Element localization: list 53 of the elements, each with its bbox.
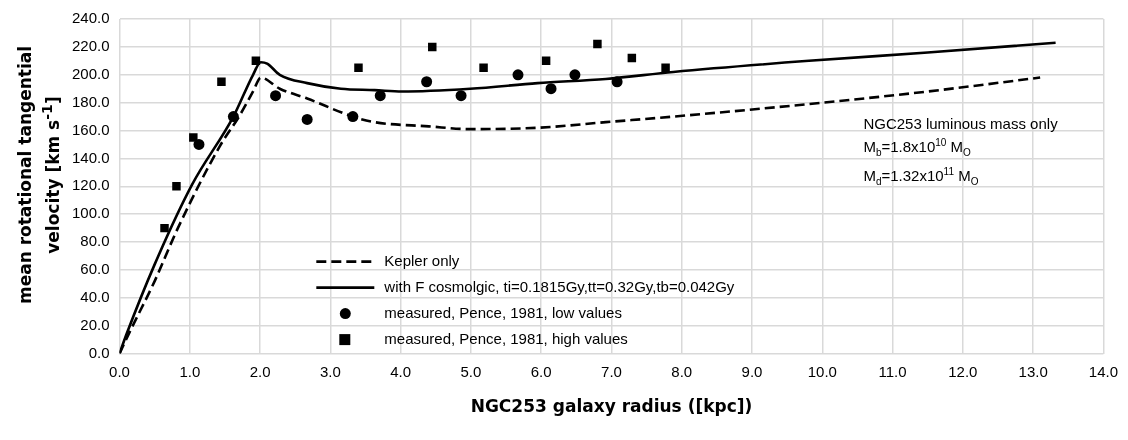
point <box>270 90 282 102</box>
y-tick-label: 140.0 <box>71 148 110 166</box>
x-tick-label: 13.0 <box>1018 362 1048 380</box>
y-tick-label: 60.0 <box>80 260 110 278</box>
legend-label: measured, Pence, 1981, high values <box>384 329 628 347</box>
y-tick-label: 80.0 <box>80 232 110 250</box>
point <box>479 63 488 73</box>
x-axis-title: NGC253 galaxy radius ([kpc]) <box>470 396 753 417</box>
point <box>217 77 226 86</box>
point <box>189 133 198 142</box>
y-tick-label: 180.0 <box>71 92 110 110</box>
y-tick-label: 200.0 <box>71 64 110 82</box>
point <box>455 90 467 102</box>
y-tick-label: 20.0 <box>80 315 110 333</box>
y-tick-label: 220.0 <box>71 37 110 55</box>
point <box>593 39 602 49</box>
x-tick-label: 11.0 <box>878 362 907 380</box>
legend-label: Kepler only <box>384 251 460 269</box>
x-tick-label: 12.0 <box>948 362 978 380</box>
annotation: NGC253 luminous mass only <box>863 114 1058 133</box>
x-tick-label: 8.0 <box>671 362 693 380</box>
x-tick-label: 14.0 <box>1088 362 1118 380</box>
annotation: M$_{d}$=1.32x10$^{11}$ M$_{O}$ <box>863 165 980 189</box>
point <box>569 69 581 81</box>
y-tick-label: 0.0 <box>88 343 110 361</box>
point <box>421 76 433 88</box>
point <box>545 83 557 95</box>
y-tick-label: 240.0 <box>71 9 110 27</box>
point <box>661 63 670 73</box>
x-tick-label: 2.0 <box>249 362 271 380</box>
y-tick-label: 40.0 <box>80 287 110 305</box>
x-tick-label: 9.0 <box>741 362 763 380</box>
point <box>354 63 363 73</box>
point <box>172 182 181 191</box>
y-tick-label: 100.0 <box>71 204 110 222</box>
x-tick-label: 3.0 <box>319 362 341 380</box>
y-tick-label: 120.0 <box>71 176 110 194</box>
x-tick-label: 4.0 <box>390 362 412 380</box>
x-tick-label: 5.0 <box>460 362 482 380</box>
x-tick-label: 6.0 <box>530 362 552 380</box>
point <box>512 69 524 81</box>
x-tick-label: 7.0 <box>601 362 622 380</box>
y-tick-label: 160.0 <box>71 120 110 138</box>
annotation: M$_{b}$=1.8x10$^{10}$ M$_{O}$ <box>863 136 972 160</box>
x-tick-label: 10.0 <box>807 362 837 380</box>
point <box>428 42 437 52</box>
legend-label: with F cosmolgic, ti=0.1815Gy,tt=0.32Gy,tb=0.042Gy <box>383 277 735 295</box>
x-tick-label: 1.0 <box>179 362 201 380</box>
point <box>193 138 205 150</box>
legend-label: measured, Pence, 1981, low values <box>384 303 622 321</box>
x-tick-label: 0.0 <box>109 362 130 380</box>
point <box>160 223 169 233</box>
point <box>301 113 313 125</box>
